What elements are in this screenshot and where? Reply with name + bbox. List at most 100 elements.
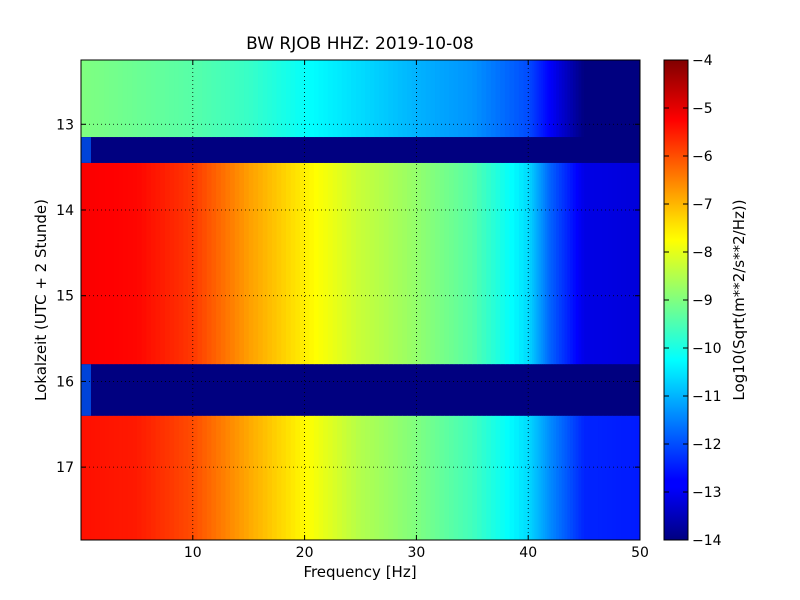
spectrogram-cell	[626, 162, 632, 365]
spectrogram-cell	[276, 415, 282, 540]
spectrogram-cell	[174, 415, 180, 540]
spectrogram-cell	[85, 415, 91, 540]
spectrogram-cell	[118, 60, 124, 138]
colorbar-tick-label: −8	[692, 245, 713, 261]
spectrogram-cell	[550, 162, 554, 365]
spectrogram-cell	[453, 60, 459, 138]
spectrogram-cell	[81, 415, 87, 540]
y-tick-label: 14	[56, 203, 74, 219]
spectrogram-cell	[550, 415, 554, 540]
spectrogram-cell	[360, 60, 366, 138]
spectrogram-cell	[169, 60, 175, 138]
spectrogram-cell	[327, 415, 334, 540]
spectrogram-cell	[581, 60, 585, 138]
spectrogram-cell	[444, 60, 450, 138]
spectrogram-cell	[500, 60, 506, 138]
spectrogram-cell	[136, 415, 143, 540]
spectrogram-cell	[467, 162, 473, 365]
spectrogram-cell	[588, 415, 595, 540]
spectrogram-cell	[285, 60, 292, 138]
spectrogram-cell	[458, 415, 464, 540]
spectrogram-cell	[304, 162, 310, 365]
spectrogram-cell	[202, 60, 208, 138]
spectrogram-cell	[202, 162, 208, 365]
spectrogram-cell	[561, 415, 566, 540]
colorbar: −4 −5 −6 −7 −8 −9 −10 −11 −12 −13 −14	[663, 53, 722, 549]
spectrogram-cell	[388, 415, 394, 540]
spectrogram-cell	[271, 60, 278, 138]
spectrogram-cell	[188, 415, 194, 540]
spectrogram-cell	[327, 60, 334, 138]
spectrogram-cell	[290, 162, 296, 365]
spectrogram-cell	[602, 162, 608, 365]
spectrogram-cell	[486, 415, 492, 540]
spectrogram-cell	[523, 415, 529, 540]
spectrogram-cell	[323, 162, 329, 365]
spectrogram-cell	[444, 162, 450, 365]
spectrogram-cell	[528, 60, 531, 138]
spectrogram-cell	[444, 415, 450, 540]
spectrogram-cell	[467, 415, 473, 540]
spectrogram-cell	[85, 162, 91, 365]
spectrogram-cell	[558, 162, 563, 365]
spectrogram-cell	[258, 60, 264, 138]
spectrogram-cell	[318, 162, 324, 365]
spectrogram-cell	[379, 415, 385, 540]
spectrogram-cell	[281, 162, 287, 365]
spectrogram-cell	[523, 162, 529, 365]
spectrogram-cell	[230, 60, 236, 138]
spectrogram-cell	[253, 415, 259, 540]
spectrogram-cell	[169, 415, 175, 540]
spectrogram-cell	[561, 162, 566, 365]
spectrogram-cell	[136, 162, 143, 365]
spectrogram-cell	[262, 162, 268, 365]
spectrogram-cell	[421, 415, 427, 540]
spectrogram-cell	[113, 60, 119, 138]
spectrogram-cell	[118, 162, 124, 365]
spectrogram-cell	[476, 415, 483, 540]
spectrogram-cell	[122, 415, 129, 540]
spectrogram-cell	[230, 162, 236, 365]
spectrogram-cell	[197, 162, 203, 365]
spectrogram-cell	[528, 162, 531, 365]
spectrogram-cell	[323, 415, 329, 540]
spectrogram-cell	[220, 162, 227, 365]
spectrogram-cell	[132, 60, 138, 138]
spectrogram-cell	[407, 60, 413, 138]
spectrogram-cell	[553, 415, 557, 540]
spectrogram-cell	[572, 162, 577, 365]
spectrogram-cell	[155, 415, 161, 540]
spectrogram-cell	[541, 162, 544, 365]
spectrogram-cell	[495, 162, 501, 365]
spectrogram-cell	[365, 60, 371, 138]
spectrogram-cell	[612, 415, 618, 540]
spectrogram-cell	[539, 60, 542, 138]
spectrogram-cell	[564, 60, 568, 138]
spectrogram-cell	[572, 415, 577, 540]
spectrogram-cell	[509, 415, 515, 540]
spectrogram-cell	[546, 162, 550, 365]
spectrogram-cell	[141, 162, 147, 365]
spectrogram-cell	[183, 60, 189, 138]
spectrogram-cell	[290, 415, 296, 540]
spectrogram-cell	[439, 60, 445, 138]
spectrogram-cell	[616, 415, 622, 540]
spectrogram-cell	[94, 415, 101, 540]
spectrogram-cell	[407, 162, 413, 365]
spectrogram-cell	[360, 162, 366, 365]
spectrogram-cell	[402, 60, 408, 138]
spectrogram-cell	[486, 162, 492, 365]
spectrogram-cell	[141, 415, 147, 540]
spectrogram-cell	[295, 60, 301, 138]
spectrogram-cell	[197, 415, 203, 540]
colorbar-tick-label: −5	[692, 101, 713, 117]
spectrogram-cell	[90, 415, 96, 540]
spectrogram-cell	[602, 60, 608, 138]
spectrogram-cell	[539, 415, 542, 540]
spectrogram-cell	[178, 415, 185, 540]
spectrogram-cell	[612, 162, 618, 365]
spectrogram-cell	[248, 60, 254, 138]
spectrogram-cell	[490, 415, 497, 540]
spectrogram-cell	[281, 60, 287, 138]
spectrogram-cell	[262, 60, 268, 138]
